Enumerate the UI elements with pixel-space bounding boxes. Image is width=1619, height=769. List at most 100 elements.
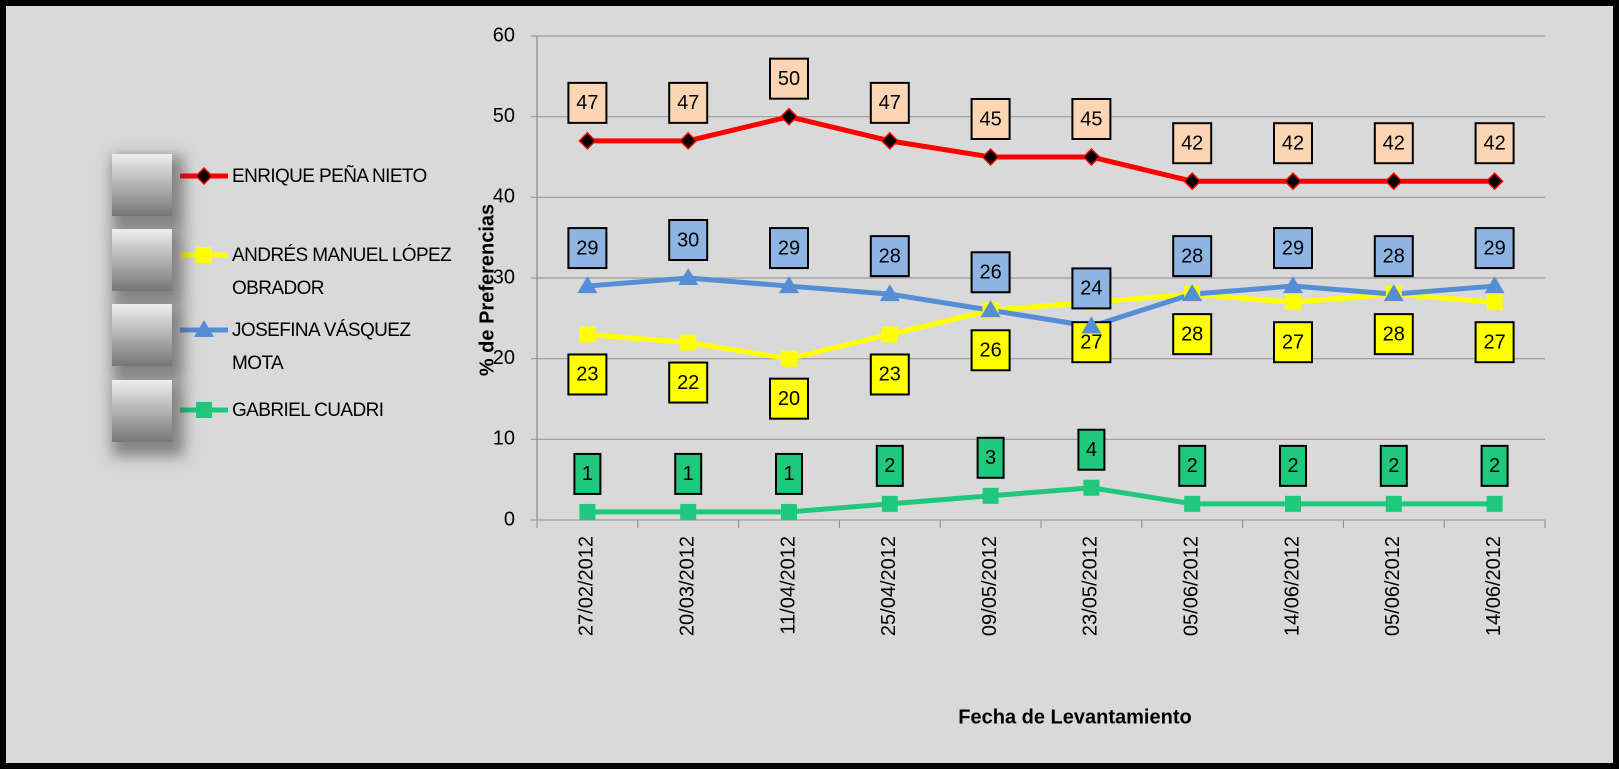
data-label-box — [1474, 321, 1515, 364]
data-label: 50 — [778, 68, 800, 90]
data-label-box — [1077, 428, 1106, 471]
x-tick-label: 05/06/2012 — [1180, 536, 1202, 636]
data-label-box — [1172, 122, 1213, 165]
y-tick-label: 20 — [493, 347, 515, 369]
x-tick-label: 20/03/2012 — [676, 536, 698, 636]
data-label-box — [1474, 227, 1515, 270]
point — [577, 276, 598, 294]
data-label: 27 — [1080, 331, 1102, 353]
point — [1486, 495, 1503, 512]
data-label-box — [1480, 444, 1509, 487]
series-line — [587, 291, 1495, 362]
data-label-box — [1273, 321, 1313, 364]
point — [1183, 172, 1202, 191]
point — [1383, 284, 1404, 302]
data-label: 22 — [677, 372, 699, 394]
data-label: 2 — [1489, 455, 1500, 477]
data-label-box — [567, 81, 608, 124]
point — [981, 147, 1000, 167]
data-label-box — [875, 444, 904, 487]
data-label: 42 — [1383, 132, 1405, 154]
data-label: 47 — [677, 92, 699, 114]
legend-marker — [194, 166, 214, 186]
data-label: 30 — [677, 229, 699, 251]
data-label: 45 — [1080, 108, 1102, 130]
y-tick-label: 40 — [493, 186, 515, 208]
data-label: 29 — [1483, 237, 1505, 259]
data-label-box — [976, 436, 1005, 479]
x-tick-label: 11/04/2012 — [777, 536, 799, 635]
data-label: 28 — [1383, 245, 1405, 267]
y-tick-label: 10 — [493, 428, 515, 450]
x-tick-label: 14/06/2012 — [1281, 536, 1303, 636]
data-label: 4 — [1086, 439, 1097, 461]
point — [879, 284, 900, 302]
point — [1486, 294, 1503, 311]
data-label-box — [769, 227, 809, 270]
point — [579, 503, 596, 520]
data-label-box — [674, 452, 703, 495]
point — [781, 350, 797, 367]
data-label-box — [869, 353, 910, 396]
series-line — [587, 114, 1495, 184]
point — [881, 495, 898, 512]
data-label-box — [1279, 444, 1307, 487]
point — [679, 131, 698, 150]
point — [1285, 495, 1301, 512]
point — [1384, 172, 1403, 191]
point — [678, 268, 699, 285]
data-label-box — [1172, 235, 1213, 278]
data-label-box — [1273, 122, 1313, 165]
point — [779, 276, 799, 294]
data-label-box — [1071, 98, 1112, 140]
data-label-box — [1373, 313, 1414, 356]
point — [578, 131, 597, 150]
data-label: 26 — [979, 262, 1001, 284]
point — [1484, 276, 1505, 294]
data-label: 29 — [576, 237, 598, 259]
legend-label: GABRIEL CUADRI — [232, 400, 384, 421]
data-label-box — [567, 227, 608, 270]
data-label: 28 — [1181, 245, 1203, 267]
data-label-box — [567, 353, 608, 396]
data-label: 24 — [1080, 278, 1102, 300]
data-label: 27 — [1282, 331, 1304, 353]
point — [579, 326, 596, 343]
data-label-box — [1172, 313, 1213, 356]
data-label: 1 — [582, 463, 593, 485]
series-line — [587, 485, 1495, 515]
data-label: 47 — [879, 92, 901, 114]
legend-photo — [112, 304, 172, 366]
data-label: 1 — [683, 463, 694, 485]
data-label: 26 — [979, 340, 1001, 362]
x-axis-label: Fecha de Levantamiento — [958, 706, 1191, 728]
point — [982, 487, 999, 504]
point — [1385, 495, 1402, 512]
y-tick-label: 60 — [493, 24, 515, 46]
data-label: 42 — [1282, 132, 1304, 154]
legend-marker — [196, 402, 212, 418]
legend-photo — [112, 380, 172, 442]
data-label-box — [970, 98, 1011, 140]
series-line — [587, 275, 1495, 329]
y-tick-label: 50 — [493, 105, 515, 127]
data-label-box — [769, 57, 809, 100]
data-label-box — [775, 452, 803, 495]
data-label: 27 — [1483, 331, 1505, 353]
data-label-box — [573, 452, 602, 495]
point — [1485, 172, 1504, 191]
x-tick-label: 14/06/2012 — [1483, 536, 1505, 636]
data-label: 42 — [1483, 132, 1505, 154]
data-label: 2 — [1187, 455, 1198, 477]
legend-photo — [112, 229, 172, 291]
data-label-box — [970, 251, 1011, 294]
data-label: 20 — [778, 388, 800, 410]
legend-marker — [196, 247, 212, 263]
y-axis-label: % de Preferencias — [476, 204, 498, 376]
point — [1283, 276, 1303, 294]
x-tick-label: 09/05/2012 — [979, 536, 1001, 636]
legend-marker — [194, 320, 214, 337]
legend-photo — [112, 154, 172, 216]
point — [781, 503, 797, 520]
